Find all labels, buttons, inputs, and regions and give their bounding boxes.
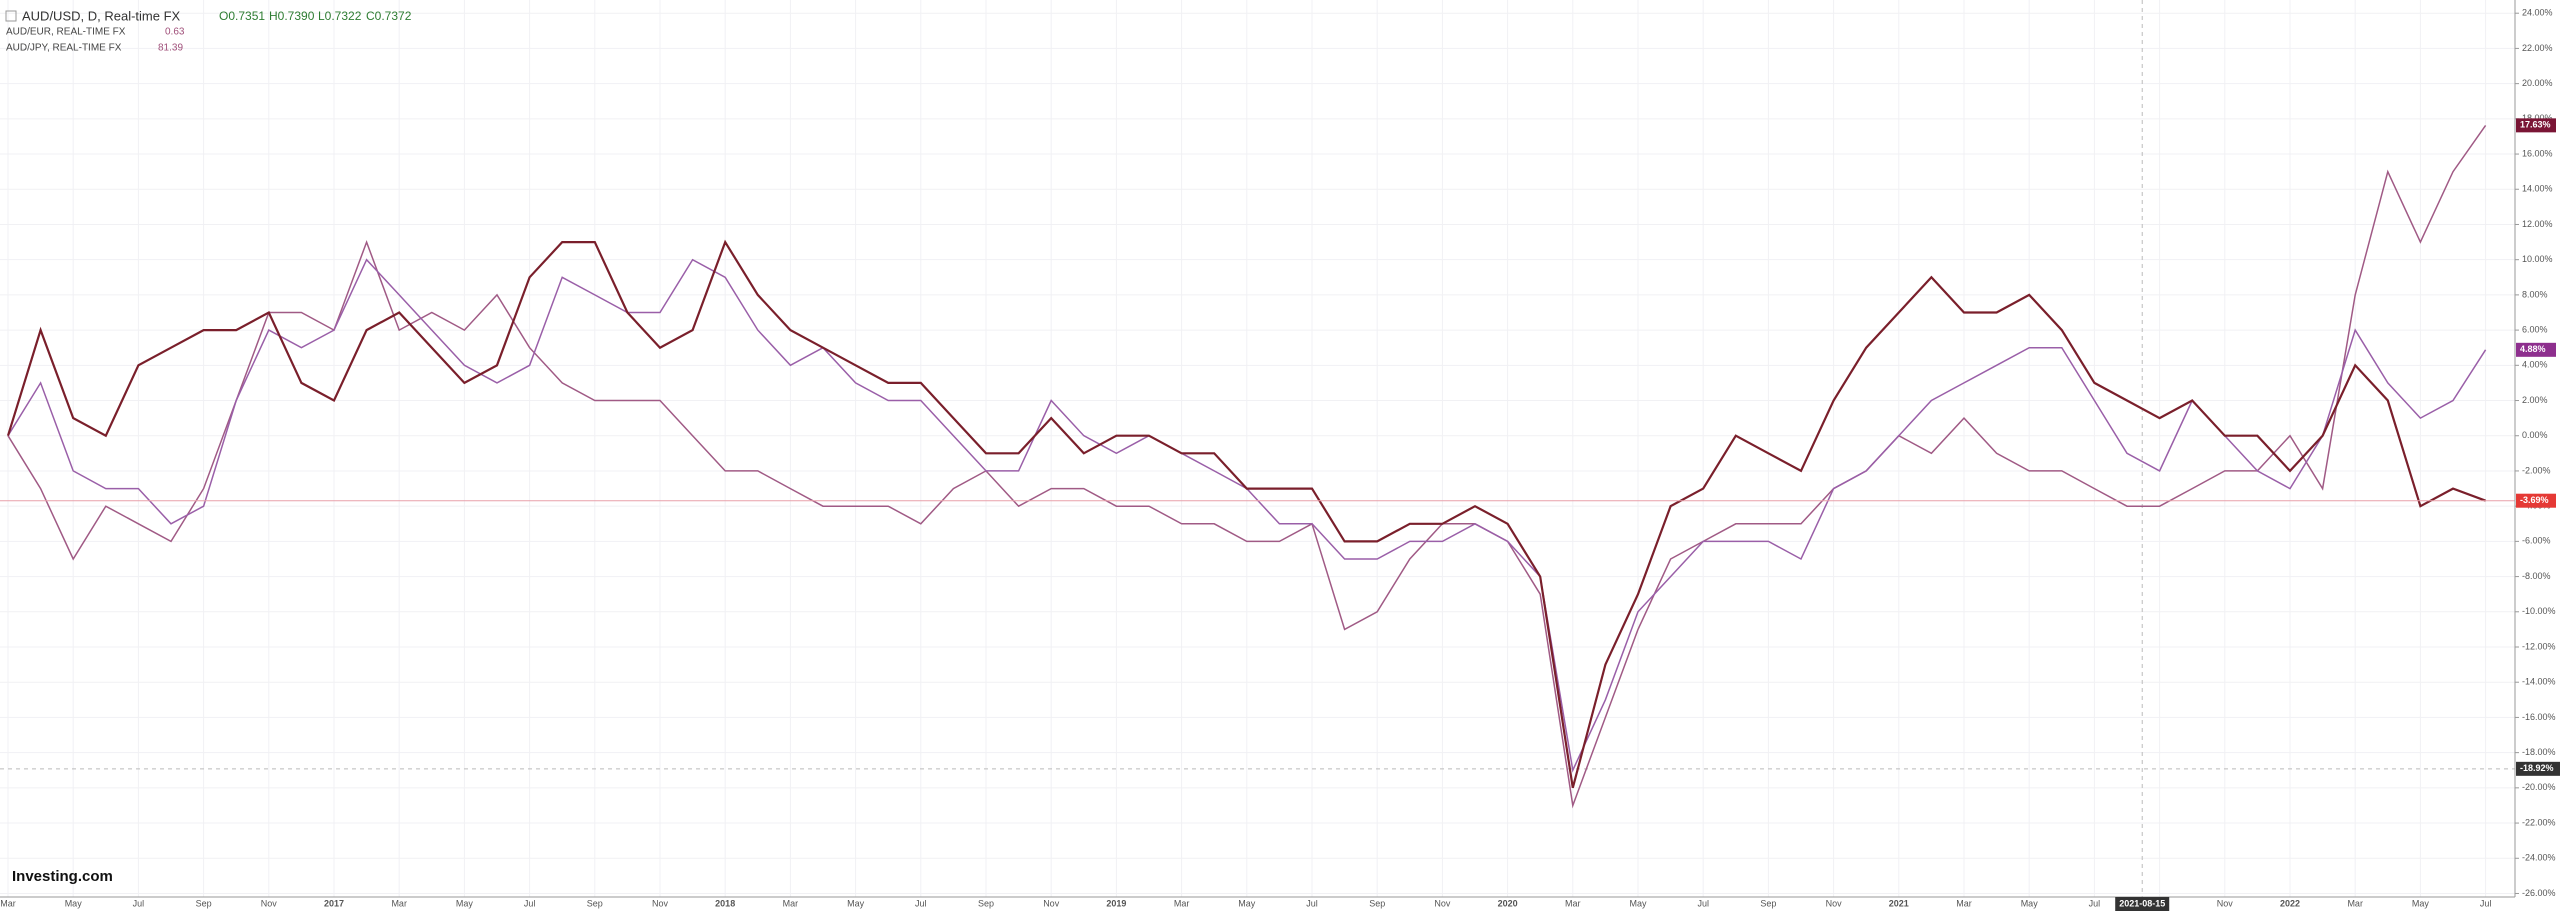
legend: AUD/USD, D, Real-time FX O0.7351 H0.7390… <box>5 8 412 54</box>
last-value-label: -3.69% <box>2520 495 2549 505</box>
x-tick-label: 2021 <box>1889 898 1909 908</box>
legend-eur: AUD/EUR, REAL-TIME FX <box>6 27 126 38</box>
y-tick-label: 14.00% <box>2522 184 2553 194</box>
crosshair-y-label: -18.92% <box>2520 763 2554 773</box>
x-tick-label: Sep <box>196 898 212 908</box>
y-tick-label: 24.00% <box>2522 8 2553 18</box>
x-tick-label: 2019 <box>1106 898 1126 908</box>
x-tick-label: May <box>65 898 83 908</box>
y-tick-label: -24.00% <box>2522 853 2556 863</box>
x-tick-label: 2018 <box>715 898 735 908</box>
x-tick-label: 2022 <box>2280 898 2300 908</box>
x-tick-label: May <box>1629 898 1647 908</box>
x-tick-label: Mar <box>783 898 799 908</box>
x-tick-label: Mar <box>391 898 407 908</box>
x-tick-label: Nov <box>1826 898 1843 908</box>
y-tick-label: 6.00% <box>2522 324 2548 334</box>
y-tick-label: -18.00% <box>2522 747 2556 757</box>
ohlc-low: L0.7322 <box>318 9 362 23</box>
y-tick-label: -10.00% <box>2522 606 2556 616</box>
y-tick-label: -2.00% <box>2522 465 2551 475</box>
plot <box>0 0 2515 897</box>
axes: 24.00% 22.00% 20.00% 18.00% 16.00% 14.00% 12.0… <box>0 8 2560 911</box>
x-tick-label: Nov <box>261 898 278 908</box>
y-tick-label: -14.00% <box>2522 677 2556 687</box>
x-tick-label: May <box>847 898 865 908</box>
y-tick-label: -12.00% <box>2522 641 2556 651</box>
y-tick-label: -8.00% <box>2522 571 2551 581</box>
crosshair-y-box <box>2516 761 2560 776</box>
x-tick-label: Mar <box>1174 898 1190 908</box>
x-tick-label: Sep <box>1369 898 1385 908</box>
x-tick-label: Mar <box>1565 898 1581 908</box>
y-tick-label: 18.00% <box>2522 113 2553 123</box>
ohlc-open: O0.7351 <box>219 9 265 23</box>
crosshair-x-label: 2021-08-15 <box>2119 898 2165 908</box>
x-tick-label: Mar <box>1956 898 1972 908</box>
last-value-box <box>2516 118 2556 133</box>
x-tick-label: Jul <box>2089 898 2101 908</box>
x-tick-label: May <box>2021 898 2039 908</box>
last-value-label: 17.63% <box>2520 120 2551 130</box>
last-value-box <box>2516 342 2556 357</box>
x-tick-label: May <box>2412 898 2430 908</box>
x-tick-label: Nov <box>2217 898 2234 908</box>
x-tick-label: Jul <box>915 898 927 908</box>
x-tick-label: Sep <box>1760 898 1776 908</box>
x-tick-label: Jul <box>1306 898 1318 908</box>
y-tick-label: 16.00% <box>2522 148 2553 158</box>
x-tick-label: Jul <box>2480 898 2492 908</box>
crosshair-x-box <box>2115 897 2170 911</box>
legend-main: AUD/USD, D, Real-time FX <box>22 8 181 23</box>
collapse-icon[interactable] <box>5 10 17 22</box>
y-tick-label: 12.00% <box>2522 219 2553 229</box>
x-tick-label: 2020 <box>1498 898 1518 908</box>
series-line <box>6 239 2486 789</box>
ohlc-high: H0.7390 <box>269 9 315 23</box>
x-tick-label: Mar <box>0 898 16 908</box>
last-value-box <box>2516 493 2556 508</box>
x-tick-label: Jul <box>133 898 145 908</box>
y-tick-label: 10.00% <box>2522 254 2553 264</box>
y-tick-label: -16.00% <box>2522 712 2556 722</box>
x-tick-label: May <box>456 898 474 908</box>
y-tick-label: -6.00% <box>2522 536 2551 546</box>
y-tick-label: 22.00% <box>2522 43 2553 53</box>
ohlc-close: C0.7372 <box>366 9 412 23</box>
x-tick-label: Nov <box>652 898 669 908</box>
y-tick-label: -20.00% <box>2522 782 2556 792</box>
y-tick-label: 2.00% <box>2522 395 2548 405</box>
x-tick-label: Jul <box>524 898 536 908</box>
x-tick-label: Sep <box>587 898 603 908</box>
x-tick-label: Nov <box>1434 898 1451 908</box>
logo: Investing.com <box>12 868 113 885</box>
y-tick-label: -26.00% <box>2522 888 2556 898</box>
x-tick-label: 2017 <box>324 898 344 908</box>
x-tick-label: May <box>1238 898 1256 908</box>
x-tick-label: Mar <box>2347 898 2363 908</box>
x-tick-label: Sep <box>978 898 994 908</box>
y-tick-label: 20.00% <box>2522 78 2553 88</box>
grid <box>0 0 2515 897</box>
y-tick-label: 8.00% <box>2522 289 2548 299</box>
legend-jpy-price: 81.39 <box>158 43 183 54</box>
x-tick-label: Jul <box>1697 898 1709 908</box>
y-tick-label: 4.00% <box>2522 360 2548 370</box>
legend-eur-price: 0.63 <box>165 27 185 38</box>
y-tick-label: -22.00% <box>2522 817 2556 827</box>
y-tick-label: 0.00% <box>2522 430 2548 440</box>
x-tick-label: Nov <box>1043 898 1060 908</box>
last-value-label: 4.88% <box>2520 344 2546 354</box>
legend-jpy: AUD/JPY, REAL-TIME FX <box>6 43 122 54</box>
